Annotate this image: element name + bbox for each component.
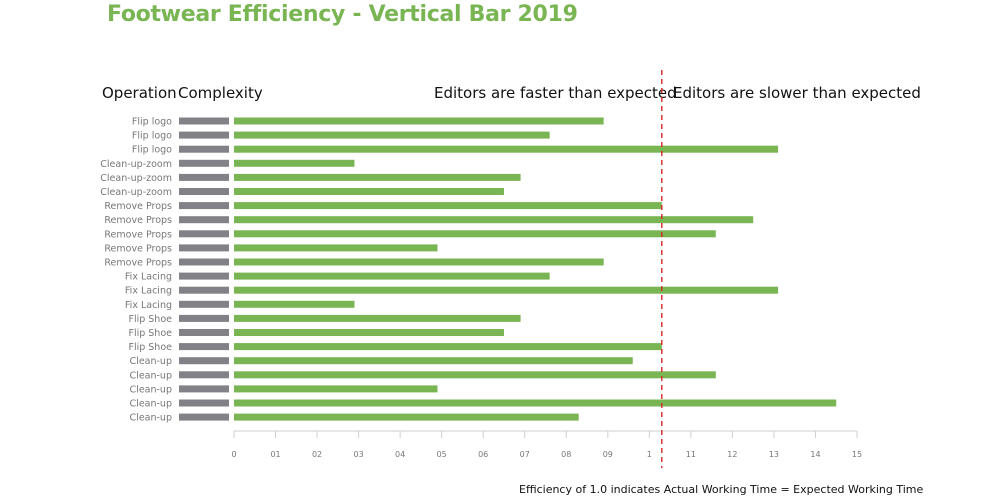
- complexity-bar: [179, 258, 229, 266]
- x-tick-label: 09: [603, 450, 613, 459]
- efficiency-bar: [234, 258, 604, 266]
- complexity-bar: [179, 202, 229, 210]
- operation-header: Operation: [102, 84, 177, 102]
- efficiency-bar: [234, 145, 779, 153]
- chart-title: Footwear Efficiency - Vertical Bar 2019: [107, 2, 578, 27]
- complexity-bar: [179, 314, 229, 322]
- operation-label: Clean-up: [130, 399, 172, 410]
- efficiency-bar: [234, 357, 633, 365]
- complexity-bar: [179, 244, 229, 252]
- complexity-bar: [179, 286, 229, 294]
- operation-label: Clean-up: [130, 384, 172, 395]
- efficiency-bar: [234, 385, 438, 393]
- efficiency-bar: [234, 286, 779, 294]
- x-tick-label: 03: [354, 450, 364, 459]
- efficiency-bar: [234, 343, 662, 351]
- operation-label: Fix Lacing: [125, 286, 172, 297]
- efficiency-bar: [234, 314, 521, 322]
- efficiency-bar: [234, 131, 550, 139]
- efficiency-bar: [234, 173, 521, 181]
- operation-label: Remove Props: [104, 243, 172, 254]
- x-tick-label: 1: [647, 450, 652, 459]
- efficiency-bar: [234, 244, 438, 252]
- operation-label: Flip Shoe: [128, 342, 172, 353]
- x-tick-label: 04: [395, 450, 405, 459]
- complexity-bar: [179, 117, 229, 125]
- operation-label: Flip Shoe: [128, 314, 172, 325]
- complexity-bar: [179, 173, 229, 181]
- x-tick-label: 14: [810, 450, 820, 459]
- operation-label: Fix Lacing: [125, 272, 172, 283]
- efficiency-bar: [234, 159, 355, 167]
- efficiency-bar: [234, 399, 837, 407]
- x-tick-label: 06: [478, 450, 488, 459]
- complexity-bar: [179, 385, 229, 393]
- complexity-bar: [179, 300, 229, 308]
- faster-header: Editors are faster than expected: [434, 84, 677, 102]
- complexity-bar: [179, 145, 229, 153]
- complexity-bar: [179, 329, 229, 336]
- operation-label: Clean-up: [130, 356, 172, 367]
- complexity-header: Complexity: [178, 84, 263, 102]
- efficiency-bar: [234, 202, 662, 210]
- operation-label: Remove Props: [104, 201, 172, 212]
- efficiency-bar: [234, 188, 504, 195]
- x-tick-label: 12: [727, 450, 737, 459]
- operation-label: Flip logo: [132, 145, 172, 156]
- operation-label: Clean-up-zoom: [100, 159, 172, 170]
- x-tick-label: 07: [520, 450, 530, 459]
- efficiency-bar: [234, 413, 579, 421]
- x-tick-label: 11: [686, 450, 696, 459]
- efficiency-bar: [234, 371, 716, 379]
- footnote: Efficiency of 1.0 indicates Actual Worki…: [519, 483, 924, 496]
- complexity-bar: [179, 399, 229, 407]
- slower-header: Editors are slower than expected: [673, 84, 921, 102]
- operation-label: Remove Props: [104, 229, 172, 240]
- complexity-bar: [179, 357, 229, 365]
- operation-label: Flip logo: [132, 131, 172, 142]
- complexity-bar: [179, 413, 229, 421]
- efficiency-bar: [234, 216, 754, 224]
- operation-label: Fix Lacing: [125, 300, 172, 311]
- operation-label: Clean-up: [130, 413, 172, 424]
- x-tick-label: 0: [231, 450, 236, 459]
- x-tick-label: 01: [270, 450, 280, 459]
- complexity-bar: [179, 131, 229, 139]
- operation-label: Clean-up-zoom: [100, 187, 172, 198]
- efficiency-bar: [234, 300, 355, 308]
- efficiency-bar: [234, 230, 716, 238]
- complexity-bar: [179, 216, 229, 224]
- efficiency-bar: [234, 272, 550, 280]
- efficiency-bar: [234, 329, 504, 336]
- operation-label: Remove Props: [104, 215, 172, 226]
- complexity-bar: [179, 159, 229, 167]
- efficiency-bar: [234, 117, 604, 125]
- operation-label: Flip logo: [132, 117, 172, 128]
- operation-label: Remove Props: [104, 258, 172, 269]
- complexity-bar: [179, 188, 229, 195]
- complexity-bar: [179, 343, 229, 351]
- operation-label: Clean-up: [130, 370, 172, 381]
- x-tick-label: 02: [312, 450, 322, 459]
- x-tick-label: 08: [561, 450, 571, 459]
- operation-label: Clean-up-zoom: [100, 173, 172, 184]
- operation-label: Flip Shoe: [128, 328, 172, 339]
- complexity-bar: [179, 230, 229, 238]
- complexity-bar: [179, 272, 229, 280]
- x-tick-label: 05: [437, 450, 447, 459]
- x-tick-label: 13: [769, 450, 779, 459]
- x-tick-label: 15: [852, 450, 862, 459]
- complexity-bar: [179, 371, 229, 379]
